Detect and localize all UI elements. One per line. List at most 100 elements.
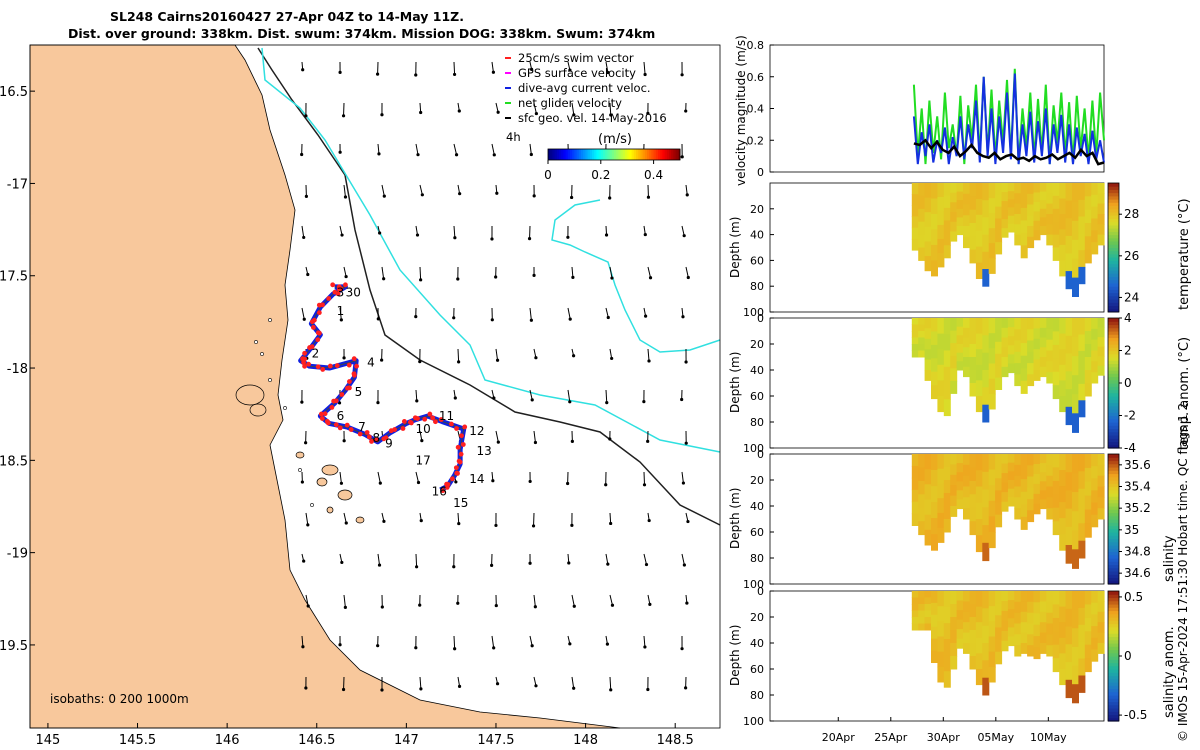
current-arrow	[533, 102, 537, 114]
swim-vector-mark	[306, 361, 311, 367]
profile-cbar-segment	[1108, 594, 1119, 599]
swim-vector-mark	[459, 433, 464, 439]
profile-cbar-segment	[1108, 399, 1119, 404]
arrow-head	[306, 272, 310, 277]
profile-cell	[1014, 486, 1022, 498]
current-arrow	[685, 184, 688, 195]
profile-cell	[1033, 454, 1041, 465]
profile-cell	[1072, 375, 1079, 395]
profile-cell	[1078, 383, 1086, 401]
profile-cell	[950, 212, 958, 223]
profile-cbar-segment	[1108, 260, 1119, 265]
swim-vector-mark	[315, 330, 321, 336]
profile-cell	[1078, 400, 1086, 418]
profile-cell	[975, 198, 983, 216]
profile-cbar-tick-label: 35.2	[1124, 501, 1151, 515]
profile-cell	[1052, 494, 1060, 509]
profile-cell	[931, 650, 938, 663]
current-arrow	[457, 512, 460, 524]
profile-cell	[937, 606, 945, 622]
profile-cell	[995, 242, 1003, 255]
swim-vector-mark	[454, 470, 460, 476]
arrow-head	[534, 356, 538, 360]
current-arrow	[609, 102, 612, 116]
profile-cell	[924, 359, 932, 371]
profile-cell	[1014, 193, 1022, 205]
arrow-head	[453, 396, 457, 400]
profile-cell	[924, 370, 932, 381]
profile-cell	[969, 604, 977, 618]
profile-cell	[995, 466, 1003, 479]
map-cbar-segment	[631, 149, 635, 160]
profile-cell	[1001, 463, 1009, 474]
profile-cell	[931, 183, 938, 199]
profile-cbar-segment	[1108, 630, 1119, 634]
profile-cbar-segment	[1108, 669, 1119, 673]
profile-cbar-segment	[1108, 438, 1119, 443]
profile-cbar-segment	[1108, 551, 1119, 556]
profile-cbar-segment	[1108, 405, 1119, 410]
profile-cell	[1020, 195, 1028, 209]
profile-cell	[1014, 623, 1022, 635]
profile-cbar-segment	[1108, 580, 1119, 585]
profile-cell	[911, 331, 919, 338]
profile-cell	[1084, 383, 1092, 397]
arrow-head	[609, 688, 613, 692]
profile-cell	[963, 464, 970, 477]
profile-cell	[1091, 361, 1099, 373]
map-ytick-label: 16.5	[0, 85, 28, 100]
profile-cell	[1014, 183, 1022, 194]
profile-cbar-tick-label: 0	[1124, 649, 1132, 663]
profile-cell	[963, 611, 970, 623]
arrow-head	[376, 317, 380, 321]
profile-cell	[1046, 508, 1054, 520]
profile-cell	[1039, 622, 1047, 634]
swim-vector-mark	[366, 434, 372, 440]
profile-cell	[1065, 389, 1073, 408]
profile-cell	[988, 500, 996, 517]
profile-cbar-segment	[1108, 561, 1119, 566]
profile-cbar-segment	[1108, 383, 1119, 387]
profile-cell	[937, 224, 945, 240]
profile-cbar-segment	[1108, 548, 1119, 553]
map-cbar-segment	[622, 149, 626, 160]
profile-cell	[937, 498, 945, 514]
profile-cell	[911, 489, 919, 503]
profile-cell	[1065, 472, 1073, 491]
profile-cell	[1091, 454, 1099, 467]
profile-cell	[924, 256, 932, 272]
profile-cell	[988, 378, 996, 395]
profile-cell	[1039, 490, 1047, 500]
profile-cell	[1052, 208, 1060, 223]
profile-cell	[918, 195, 926, 210]
profile-cell	[1065, 591, 1073, 610]
velocity-ytick-label: 0.8	[747, 39, 765, 52]
current-arrow	[571, 266, 574, 278]
map-ytick-label: -19	[7, 547, 28, 562]
arrow-head	[609, 521, 613, 526]
profile-cell	[1001, 501, 1009, 512]
profile-cell	[1033, 359, 1041, 371]
profile-cell	[975, 349, 983, 366]
profile-cell	[1078, 471, 1086, 490]
current-arrow	[647, 348, 650, 361]
profile-cell	[995, 329, 1003, 343]
arrow-head	[453, 236, 457, 240]
profile-cell	[918, 610, 926, 618]
profile-cell	[975, 380, 983, 397]
profile-cell	[1001, 357, 1009, 368]
profile-cbar-segment	[1108, 708, 1119, 712]
arrow-head	[680, 73, 684, 77]
profile-cell	[937, 666, 945, 683]
arrow-head	[528, 561, 532, 565]
profile-cell	[1039, 347, 1047, 358]
profile-cell	[931, 260, 938, 277]
profile-cell	[1084, 183, 1092, 197]
profile-cell	[995, 194, 1003, 208]
profile-cbar-segment	[1108, 212, 1119, 216]
profile-cell	[1052, 507, 1060, 522]
arrow-head	[606, 70, 610, 75]
profile-cell	[975, 454, 983, 471]
reef-patch	[298, 468, 302, 472]
profile-cbar-segment	[1108, 389, 1119, 394]
